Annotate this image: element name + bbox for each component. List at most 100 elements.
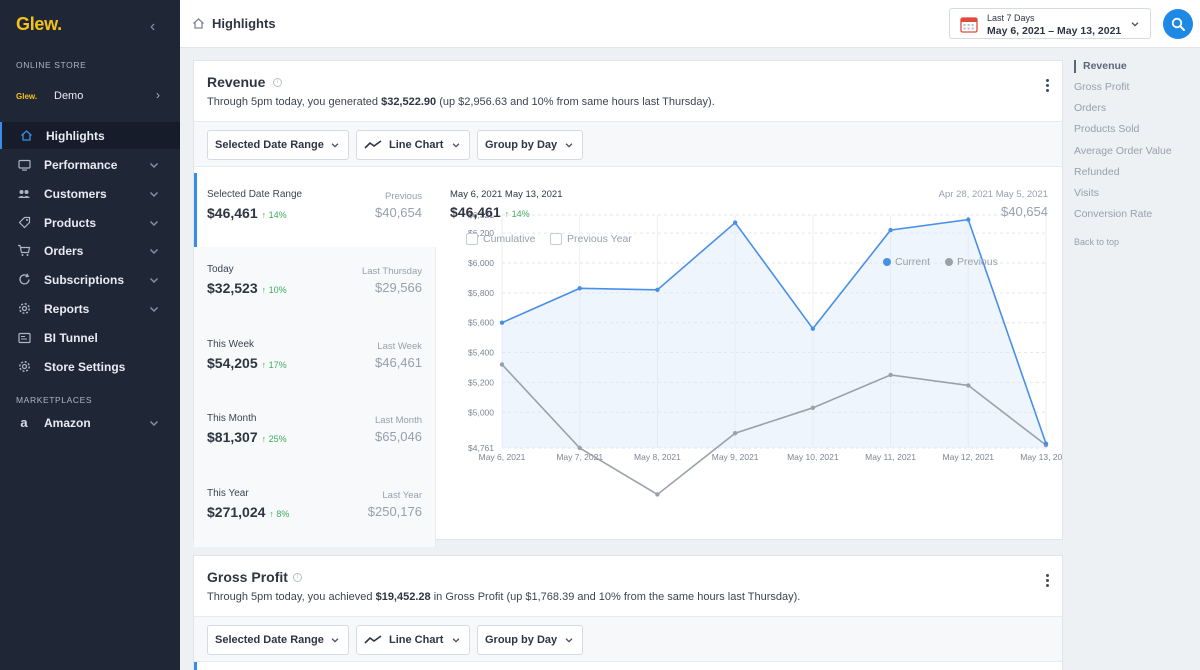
stat-value: $32,523 ↑ 10% — [207, 280, 287, 296]
date-range-dropdown[interactable]: Selected Date Range — [207, 625, 349, 655]
info-icon[interactable]: i — [293, 573, 302, 582]
stat-label: This Year — [207, 488, 249, 499]
store-selector[interactable]: Glew. Demo › — [16, 88, 166, 104]
chevron-down-icon — [1131, 22, 1139, 27]
stat-today[interactable]: Today $32,523 ↑ 10% Last Thursday $29,566 — [194, 248, 436, 322]
x-tick-label: May 9, 2021 — [712, 452, 759, 462]
sidebar-item-label: Reports — [44, 301, 90, 316]
stat-label: Selected Date Range — [207, 189, 303, 200]
x-tick-label: May 6, 2021 — [479, 452, 526, 462]
y-tick-label: $5,000 — [468, 407, 494, 417]
more-options-icon[interactable] — [1042, 573, 1052, 589]
chart-type-dropdown[interactable]: Line Chart — [356, 130, 470, 160]
previous-year-checkbox[interactable]: Previous Year — [550, 233, 632, 245]
stat-prev-value: $65,046 — [375, 429, 422, 444]
calendar-icon — [960, 17, 978, 33]
chevron-down-icon — [150, 306, 158, 312]
data-point-current — [655, 287, 660, 293]
sidebar-item-label: Store Settings — [44, 359, 126, 374]
cumulative-checkbox[interactable]: Cumulative — [466, 233, 536, 245]
revenue-chart-panel: $4,761 $5,000 $5,200 $5,400 $5,600 $5,800 $6,0… — [436, 173, 1062, 547]
search-button[interactable] — [1163, 9, 1193, 39]
sidebar-item-subscriptions[interactable]: Subscriptions — [0, 266, 180, 293]
card-title: Revenue — [207, 74, 266, 90]
stat-prev-value: $46,461 — [375, 355, 422, 370]
sidebar-item-orders[interactable]: Orders — [0, 237, 180, 264]
glew-logo[interactable]: Glew. — [16, 14, 62, 34]
chevron-down-icon — [150, 277, 158, 283]
anchor-refunded[interactable]: Refunded — [1074, 166, 1120, 178]
settings-icon — [16, 359, 32, 375]
online-store-label: ONLINE STORE — [16, 60, 87, 70]
data-point-previous — [732, 431, 738, 436]
date-range-dropdown[interactable]: Selected Date Range — [207, 130, 349, 160]
sidebar-item-store-settings[interactable]: Store Settings — [0, 353, 180, 380]
data-point-current — [966, 217, 971, 222]
anchor-gross-profit[interactable]: Gross Profit — [1074, 81, 1130, 93]
x-tick-label: May 11, 2021 — [865, 452, 916, 462]
sidebar-item-amazon[interactable]: a Amazon — [0, 409, 180, 436]
date-range-label: Last 7 Days — [987, 13, 1035, 23]
store-logo: Glew. — [16, 91, 38, 101]
anchor-products-sold[interactable]: Products Sold — [1074, 123, 1140, 135]
y-tick-label: $6,000 — [468, 258, 494, 268]
info-icon[interactable]: i — [273, 78, 282, 87]
selected-stat-indicator — [194, 662, 197, 670]
chevron-down-icon — [150, 248, 158, 254]
anchor-orders[interactable]: Orders — [1074, 102, 1107, 114]
stat-prev-value: $40,654 — [375, 205, 422, 220]
gross-profit-card: Gross Profit i Through 5pm today, you ac… — [193, 555, 1063, 670]
x-tick-label: May 8, 2021 — [634, 452, 681, 462]
stat-prev-label: Last Week — [377, 341, 422, 352]
legend-current[interactable]: Current — [883, 256, 930, 268]
people-icon — [16, 186, 32, 202]
chevron-down-icon — [565, 638, 573, 643]
stat-this-week[interactable]: This Week $54,205 ↑ 17% Last Week $46,461 — [194, 323, 436, 397]
collapse-sidebar-icon[interactable]: ‹ — [150, 18, 156, 35]
monitor-icon — [16, 157, 32, 173]
chart-prev-range: Apr 28, 2021 May 5, 2021 — [938, 189, 1048, 200]
back-to-top-link[interactable]: Back to top — [1074, 237, 1120, 247]
sidebar-item-label: Orders — [44, 243, 84, 258]
breadcrumb-title: Highlights — [212, 16, 276, 31]
chevron-down-icon — [452, 638, 460, 643]
line-chart-icon — [364, 140, 382, 149]
amazon-icon: a — [20, 415, 28, 430]
chart-prev-total: $40,654 — [1001, 204, 1048, 219]
anchor-average-order-value[interactable]: Average Order Value — [1074, 145, 1172, 157]
refresh-icon — [16, 272, 32, 288]
anchor-visits[interactable]: Visits — [1074, 187, 1099, 199]
chart-toolbar: Selected Date Range Line Chart Group by … — [194, 616, 1062, 662]
sidebar-item-bi-tunnel[interactable]: BI Tunnel — [0, 324, 180, 351]
group-by-dropdown[interactable]: Group by Day — [477, 625, 583, 655]
anchor-conversion-rate[interactable]: Conversion Rate — [1074, 208, 1153, 220]
stat-this-month[interactable]: This Month $81,307 ↑ 25% Last Month $65,0… — [194, 397, 436, 471]
chart-type-dropdown[interactable]: Line Chart — [356, 625, 470, 655]
store-name: Demo — [54, 90, 84, 102]
sidebar-item-label: Customers — [44, 186, 107, 201]
tag-icon — [16, 215, 32, 231]
chevron-down-icon — [150, 191, 158, 197]
cart-icon — [16, 243, 32, 259]
date-range-picker[interactable]: Last 7 Days May 6, 2021 – May 13, 2021 — [949, 8, 1151, 39]
sidebar-item-label: BI Tunnel — [44, 330, 98, 345]
group-by-dropdown[interactable]: Group by Day — [477, 130, 583, 160]
anchor-revenue[interactable]: Revenue — [1083, 60, 1127, 72]
card-subtitle: Through 5pm today, you achieved $19,452.… — [207, 591, 801, 603]
data-point-current — [810, 326, 816, 331]
stat-selected-date-range[interactable]: Selected Date Range $46,461 ↑ 14% Previou… — [194, 173, 436, 247]
stat-this-year[interactable]: This Year $271,024 ↑ 8% Last Year $250,17… — [194, 472, 436, 546]
sidebar-item-highlights[interactable]: Highlights — [0, 122, 180, 149]
x-tick-label: May 12, 2021 — [943, 452, 995, 462]
sidebar-item-reports[interactable]: Reports — [0, 295, 180, 322]
more-options-icon[interactable] — [1042, 78, 1052, 94]
revenue-line-chart[interactable]: $4,761 $5,000 $5,200 $5,400 $5,600 $5,800 $6,0… — [436, 173, 1062, 547]
home-icon[interactable] — [192, 17, 205, 30]
sidebar-item-customers[interactable]: Customers — [0, 180, 180, 207]
stat-prev-value: $250,176 — [367, 504, 422, 519]
sidebar-item-performance[interactable]: Performance — [0, 151, 180, 178]
stat-prev-value: $29,566 — [375, 280, 422, 295]
legend-previous[interactable]: Previous — [945, 256, 998, 268]
sidebar-item-products[interactable]: Products — [0, 209, 180, 236]
chart-total: $46,461 ↑ 14% — [450, 204, 530, 220]
